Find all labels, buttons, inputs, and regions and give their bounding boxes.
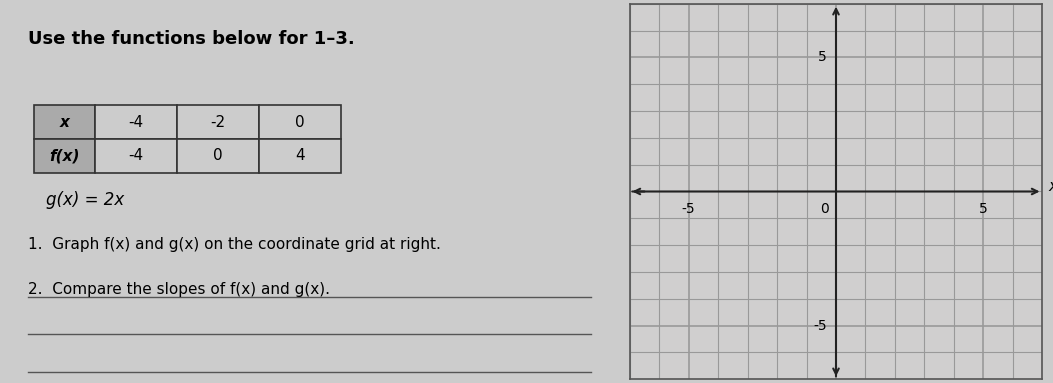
FancyBboxPatch shape: [259, 139, 340, 173]
Text: -5: -5: [681, 202, 695, 216]
Text: 4: 4: [295, 148, 304, 163]
Text: 5: 5: [979, 202, 988, 216]
Text: 0: 0: [213, 148, 222, 163]
Text: 0: 0: [820, 202, 829, 216]
FancyBboxPatch shape: [95, 139, 177, 173]
FancyBboxPatch shape: [177, 139, 259, 173]
FancyBboxPatch shape: [95, 105, 177, 139]
Text: -4: -4: [128, 115, 143, 129]
Text: x: x: [60, 115, 69, 129]
Text: 1.  Graph f(x) and g(x) on the coordinate grid at right.: 1. Graph f(x) and g(x) on the coordinate…: [28, 237, 441, 252]
Text: 2.  Compare the slopes of f(x) and g(x).: 2. Compare the slopes of f(x) and g(x).: [28, 282, 331, 296]
Text: Use the functions below for 1–3.: Use the functions below for 1–3.: [28, 30, 355, 48]
Text: -2: -2: [211, 115, 225, 129]
Text: f(x): f(x): [49, 148, 80, 163]
Text: 0: 0: [295, 115, 304, 129]
Text: x: x: [1049, 178, 1053, 194]
Text: 5: 5: [818, 51, 828, 64]
FancyBboxPatch shape: [35, 105, 95, 139]
Text: -5: -5: [814, 319, 828, 332]
Text: -4: -4: [128, 148, 143, 163]
FancyBboxPatch shape: [177, 105, 259, 139]
FancyBboxPatch shape: [35, 139, 95, 173]
FancyBboxPatch shape: [259, 105, 340, 139]
Text: g(x) = 2x: g(x) = 2x: [46, 192, 124, 210]
